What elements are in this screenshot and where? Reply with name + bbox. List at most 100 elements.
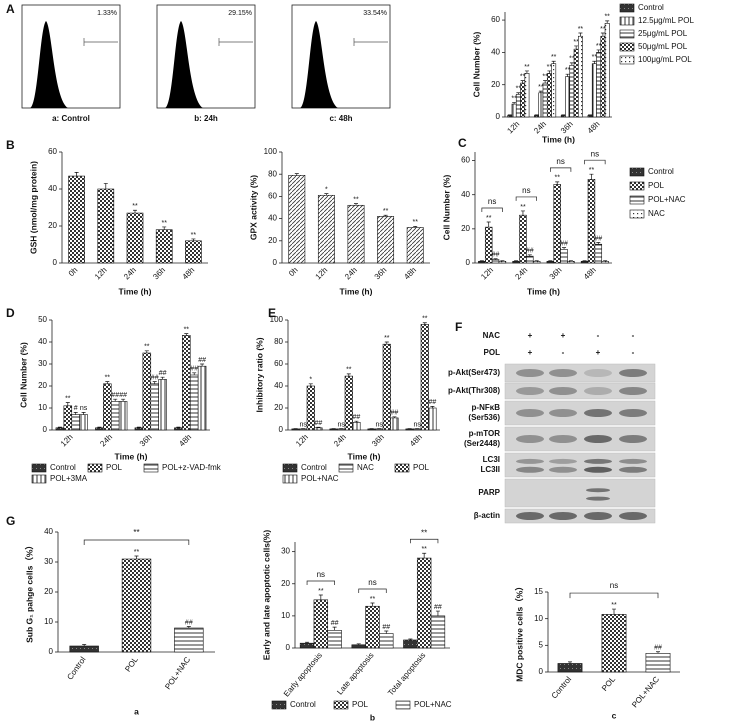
error-bar — [160, 376, 165, 380]
bar — [416, 557, 432, 649]
significance: ## — [190, 366, 198, 373]
x-tick-label: 0h — [287, 266, 300, 279]
x-axis-title: Time (h) — [348, 451, 381, 461]
significance: ** — [524, 64, 530, 71]
bracket — [410, 538, 439, 544]
bracket — [584, 159, 606, 165]
y-tick-label: 0 — [53, 258, 58, 267]
error-bar — [605, 20, 610, 24]
error-bar — [134, 555, 139, 559]
error-bar — [603, 260, 608, 262]
significance: ** — [520, 204, 526, 211]
bar — [534, 115, 540, 118]
error-bar — [568, 661, 572, 664]
bar — [524, 73, 530, 118]
significance: ## — [185, 619, 193, 626]
error-bar — [294, 173, 299, 176]
bar — [594, 243, 603, 264]
y-axis-title: Inhibitory ratio (%) — [254, 337, 264, 412]
error-bar — [136, 426, 141, 428]
blot-strip — [504, 426, 656, 452]
blot-band — [584, 369, 612, 377]
y-tick-label: 60 — [48, 147, 57, 156]
error-bar — [527, 254, 532, 257]
bar — [526, 255, 534, 264]
error-bar — [105, 381, 110, 384]
significance: ** — [191, 232, 197, 239]
bracket — [550, 167, 572, 172]
y-tick-label: 0 — [466, 258, 471, 267]
blot-band — [516, 369, 544, 377]
x-tick-label: Early apoptosis — [282, 651, 324, 699]
y-axis-title: GPX activity (%) — [248, 175, 258, 240]
legend-swatch — [338, 463, 354, 473]
blot-band — [549, 369, 577, 377]
error-bar — [551, 60, 556, 64]
blot-row-label: p-mTOR — [469, 429, 501, 438]
bar — [406, 227, 424, 264]
legend-label: POL — [413, 463, 430, 472]
blot-row-label: PARP — [478, 488, 500, 497]
bar — [515, 94, 521, 118]
bar — [158, 379, 167, 431]
significance: ** — [346, 367, 352, 374]
blot-sign: + — [596, 348, 601, 357]
bar — [134, 427, 144, 431]
error-bar — [356, 643, 361, 645]
error-bar — [176, 426, 181, 428]
bar — [306, 385, 315, 431]
x-tick-label: 12h — [294, 433, 310, 449]
bar — [299, 642, 315, 649]
blot-band — [584, 387, 612, 395]
bar — [150, 383, 159, 431]
error-bar — [103, 183, 108, 189]
significance: ## — [654, 645, 662, 652]
legend-swatch — [629, 209, 645, 219]
bar — [189, 374, 199, 431]
blot-treatment: POL — [484, 348, 501, 357]
significance: ** — [578, 26, 584, 33]
bar — [577, 35, 583, 118]
legend-swatch — [629, 181, 645, 191]
bar — [560, 249, 568, 264]
error-bar — [512, 102, 517, 105]
blot-strip — [504, 363, 656, 383]
x-tick-label: 24h — [98, 433, 114, 449]
bracket — [358, 588, 387, 594]
significance: ** — [318, 588, 324, 595]
bar — [532, 260, 541, 264]
x-axis-title: Time (h) — [542, 134, 575, 144]
x-tick-label: 36h — [548, 266, 564, 282]
bar — [567, 260, 575, 264]
bar — [538, 92, 544, 118]
legend-label: 12.5μg/mL POL — [638, 16, 694, 25]
error-bar — [57, 426, 62, 428]
x-tick-label: Total apoptosis — [386, 651, 427, 698]
bar — [347, 204, 365, 264]
bar — [299, 428, 308, 431]
y-tick-label: 20 — [48, 221, 57, 230]
legend-swatch — [619, 42, 635, 52]
y-tick-label: 100 — [270, 315, 284, 324]
error-bar — [656, 651, 660, 654]
legend-swatch — [282, 474, 298, 484]
legend-swatch — [629, 167, 645, 177]
bar — [174, 627, 204, 653]
bar — [142, 352, 152, 431]
significance: ** — [370, 596, 376, 603]
legend-swatch — [87, 463, 103, 473]
blot-band — [516, 458, 544, 464]
panel-caption: c — [612, 710, 617, 720]
legend-label: POL+NAC — [301, 474, 339, 483]
legend-label: Control — [290, 700, 316, 709]
legend-label: POL+3MA — [50, 474, 88, 483]
significance: ** — [65, 395, 71, 402]
x-tick-label: 12h — [59, 433, 75, 449]
significance: ns — [337, 421, 345, 428]
error-bar — [596, 49, 601, 53]
significance: ** — [604, 14, 610, 21]
y-axis-title: Cell Number (%) — [471, 32, 481, 98]
y-tick-label: 60 — [268, 192, 277, 201]
error-bar — [574, 45, 579, 50]
